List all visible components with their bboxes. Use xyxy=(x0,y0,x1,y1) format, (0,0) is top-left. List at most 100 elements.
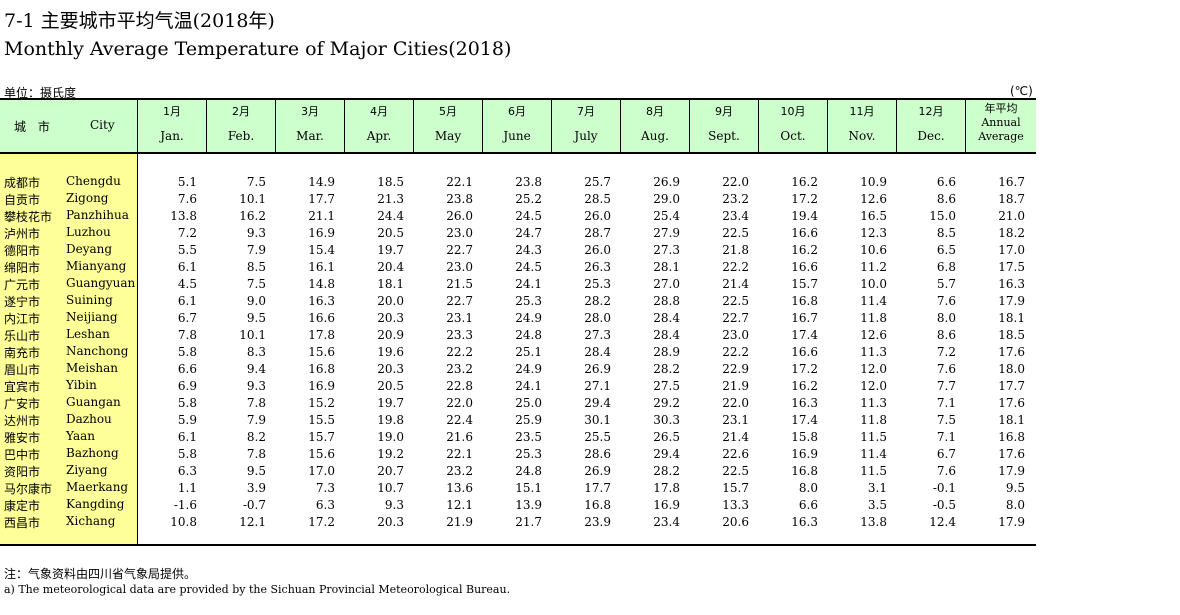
cell-value: 7.1 xyxy=(936,395,956,410)
cell-value: 24.3 xyxy=(515,242,542,257)
table-cell: 17.8 xyxy=(621,481,690,495)
city-cell: 宜宾市 Yibin xyxy=(0,377,137,394)
table-cell: 22.2 xyxy=(414,345,483,359)
table-cell: 5.8 xyxy=(138,345,207,359)
cell-value: 28.7 xyxy=(584,225,611,240)
cell-value: 17.8 xyxy=(653,480,680,495)
table-cell: 18.1 xyxy=(966,311,1035,325)
city-name-en: Luzhou xyxy=(66,225,111,239)
table-row: 6.1 8.2 15.7 19.0 21.6 23.5 25.5 26.5 21.4 15.8 11… xyxy=(138,428,1036,445)
cell-value: 26.9 xyxy=(653,174,680,189)
city-name-en: Bazhong xyxy=(66,446,119,460)
cell-value: 23.0 xyxy=(446,225,473,240)
city-name-en: Yaan xyxy=(66,429,96,443)
cell-value: 14.9 xyxy=(308,174,335,189)
table-cell: 6.3 xyxy=(138,464,207,478)
cell-value: 12.1 xyxy=(239,514,266,529)
table-cell: 21.8 xyxy=(690,243,759,257)
table-cell: 8.5 xyxy=(207,260,276,274)
cell-value: 21.4 xyxy=(722,276,749,291)
table-cell: 22.9 xyxy=(690,362,759,376)
cell-value: 24.9 xyxy=(515,361,542,376)
cell-value: 14.8 xyxy=(308,276,335,291)
table-cell: 14.8 xyxy=(276,277,345,291)
header-month: 9月 Sept. xyxy=(690,100,759,152)
table-cell: 15.6 xyxy=(276,345,345,359)
cell-value: 16.6 xyxy=(791,259,818,274)
table-cell: 8.0 xyxy=(897,311,966,325)
cell-value: 27.5 xyxy=(653,378,680,393)
table-row: 4.5 7.5 14.8 18.1 21.5 24.1 25.3 27.0 21.4 15.7 10… xyxy=(138,275,1036,292)
cell-value: 6.7 xyxy=(177,310,197,325)
table-cell: 8.5 xyxy=(897,226,966,240)
cell-value: 7.8 xyxy=(177,327,197,342)
city-cell: 德阳市 Deyang xyxy=(0,241,137,258)
table-cell: 3.9 xyxy=(207,481,276,495)
table-cell: 7.8 xyxy=(138,328,207,342)
cell-value: 28.5 xyxy=(584,191,611,206)
cell-value: 6.1 xyxy=(177,429,197,444)
cell-value: -0.1 xyxy=(932,480,956,495)
table-cell: 23.0 xyxy=(414,226,483,240)
unit-label: 单位：摄氏度 xyxy=(4,86,77,100)
table-cell: 6.6 xyxy=(897,175,966,189)
cell-value: 25.3 xyxy=(515,446,542,461)
cell-value: 27.3 xyxy=(584,327,611,342)
cell-value: 15.2 xyxy=(308,395,335,410)
table-cell: 18.5 xyxy=(345,175,414,189)
cell-value: 9.5 xyxy=(246,310,266,325)
cell-value: 17.6 xyxy=(998,344,1025,359)
cell-value: 17.2 xyxy=(791,361,818,376)
cell-value: 17.9 xyxy=(998,514,1025,529)
table-cell: 28.4 xyxy=(621,328,690,342)
table-cell: 12.6 xyxy=(828,328,897,342)
table-cell: 16.2 xyxy=(759,379,828,393)
table-row: 5.8 8.3 15.6 19.6 22.2 25.1 28.4 28.9 22.2 16.6 11… xyxy=(138,343,1036,360)
table-cell: 16.3 xyxy=(276,294,345,308)
table-cell: 17.9 xyxy=(966,515,1035,529)
table-cell: 23.2 xyxy=(414,362,483,376)
table-cell: 24.1 xyxy=(483,379,552,393)
table-cell: 22.2 xyxy=(690,345,759,359)
table-cell: 24.8 xyxy=(483,464,552,478)
table-cell: 17.9 xyxy=(966,464,1035,478)
cell-value: 7.9 xyxy=(246,242,266,257)
cell-value: 24.4 xyxy=(377,208,404,223)
city-column: 成都市 Chengdu 自贡市 Zigong 攀枝花市 Panzhihua 泸州市 Luzho… xyxy=(0,154,138,544)
table-cell: 10.7 xyxy=(345,481,414,495)
table-row: 10.8 12.1 17.2 20.3 21.9 21.7 23.9 23.4 20.6 16.3… xyxy=(138,513,1036,530)
table-cell: 21.0 xyxy=(966,209,1035,223)
header-month: 7月 July xyxy=(552,100,621,152)
city-cell: 巴中市 Bazhong xyxy=(0,445,137,462)
page-title-cn: 7-1 主要城市平均气温(2018年) xyxy=(4,10,275,32)
cell-value: 22.6 xyxy=(722,446,749,461)
table-cell: 7.9 xyxy=(207,413,276,427)
table-cell: 23.1 xyxy=(414,311,483,325)
table-cell: 7.6 xyxy=(897,464,966,478)
cell-value: 23.2 xyxy=(446,361,473,376)
table-row: 6.6 9.4 16.8 20.3 23.2 24.9 26.9 28.2 22.9 17.2 12… xyxy=(138,360,1036,377)
table-cell: 19.4 xyxy=(759,209,828,223)
table-cell: 28.2 xyxy=(552,294,621,308)
table-cell: 29.4 xyxy=(552,396,621,410)
cell-value: 4.5 xyxy=(177,276,197,291)
table-cell: 22.4 xyxy=(414,413,483,427)
city-name-en: Yibin xyxy=(66,378,97,392)
table-cell: 19.0 xyxy=(345,430,414,444)
cell-value: 23.8 xyxy=(515,174,542,189)
cell-value: 11.4 xyxy=(860,446,887,461)
table-cell: 24.8 xyxy=(483,328,552,342)
cell-value: 16.8 xyxy=(791,463,818,478)
cell-value: 6.1 xyxy=(177,259,197,274)
table-cell: 12.1 xyxy=(207,515,276,529)
table-row: -1.6 -0.7 6.3 9.3 12.1 13.9 16.8 16.9 13.3 6.6 3.5… xyxy=(138,496,1036,513)
table-cell: 18.2 xyxy=(966,226,1035,240)
table-cell: 23.1 xyxy=(690,413,759,427)
header-city: 城 市 City xyxy=(0,100,138,152)
table-cell: 6.1 xyxy=(138,430,207,444)
header-month-cn: 6月 xyxy=(508,105,526,118)
table-cell: 15.4 xyxy=(276,243,345,257)
cell-value: 5.8 xyxy=(177,395,197,410)
table-cell: 16.2 xyxy=(759,243,828,257)
table-row: 6.9 9.3 16.9 20.5 22.8 24.1 27.1 27.5 21.9 16.2 12… xyxy=(138,377,1036,394)
